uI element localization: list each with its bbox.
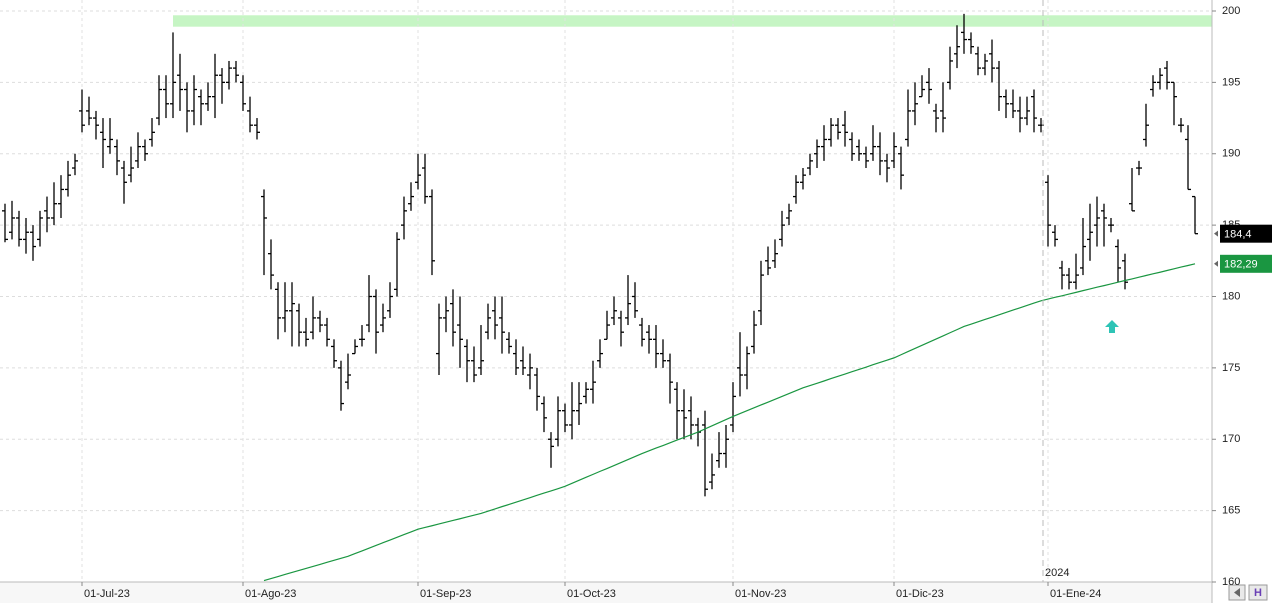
x-tick-label: 01-Oct-23 bbox=[567, 588, 616, 600]
plot-area bbox=[0, 0, 1212, 583]
last-ma-label: 182,29 bbox=[1224, 259, 1258, 271]
signal-arrow bbox=[1105, 320, 1119, 333]
last-price-box bbox=[1220, 224, 1272, 243]
year-label: 2024 bbox=[1045, 567, 1069, 579]
moving-average-line bbox=[263, 263, 1196, 582]
x-tick-label: 01-Jul-23 bbox=[84, 588, 130, 600]
y-tick-label: 180 bbox=[1222, 290, 1240, 302]
last-price-label: 184,4 bbox=[1224, 229, 1252, 241]
layout-button[interactable] bbox=[1248, 584, 1268, 601]
y-tick-label: 170 bbox=[1222, 433, 1240, 445]
y-tick-label: 190 bbox=[1222, 148, 1240, 160]
x-tick-label: 01-Sep-23 bbox=[420, 588, 471, 600]
x-tick-label: 01-Nov-23 bbox=[735, 588, 786, 600]
scroll-icon bbox=[1234, 588, 1240, 597]
y-tick-label: 165 bbox=[1222, 505, 1240, 517]
last-ma-pointer bbox=[1214, 260, 1218, 267]
y-tick-label: 195 bbox=[1222, 76, 1240, 88]
layout-icon: H bbox=[1254, 587, 1262, 599]
x-tick-label: 01-Dic-23 bbox=[896, 588, 944, 600]
x-axis-strip bbox=[0, 582, 1212, 603]
y-tick-label: 160 bbox=[1222, 576, 1240, 588]
last-ma-box bbox=[1220, 254, 1272, 273]
x-tick-label: 01-Ene-24 bbox=[1050, 588, 1101, 600]
last-price-pointer bbox=[1214, 230, 1218, 237]
x-tick-label: 01-Ago-23 bbox=[245, 588, 296, 600]
y-tick-label: 175 bbox=[1222, 362, 1240, 374]
resistance-band bbox=[173, 15, 1212, 27]
y-tick-label: 200 bbox=[1222, 5, 1240, 17]
